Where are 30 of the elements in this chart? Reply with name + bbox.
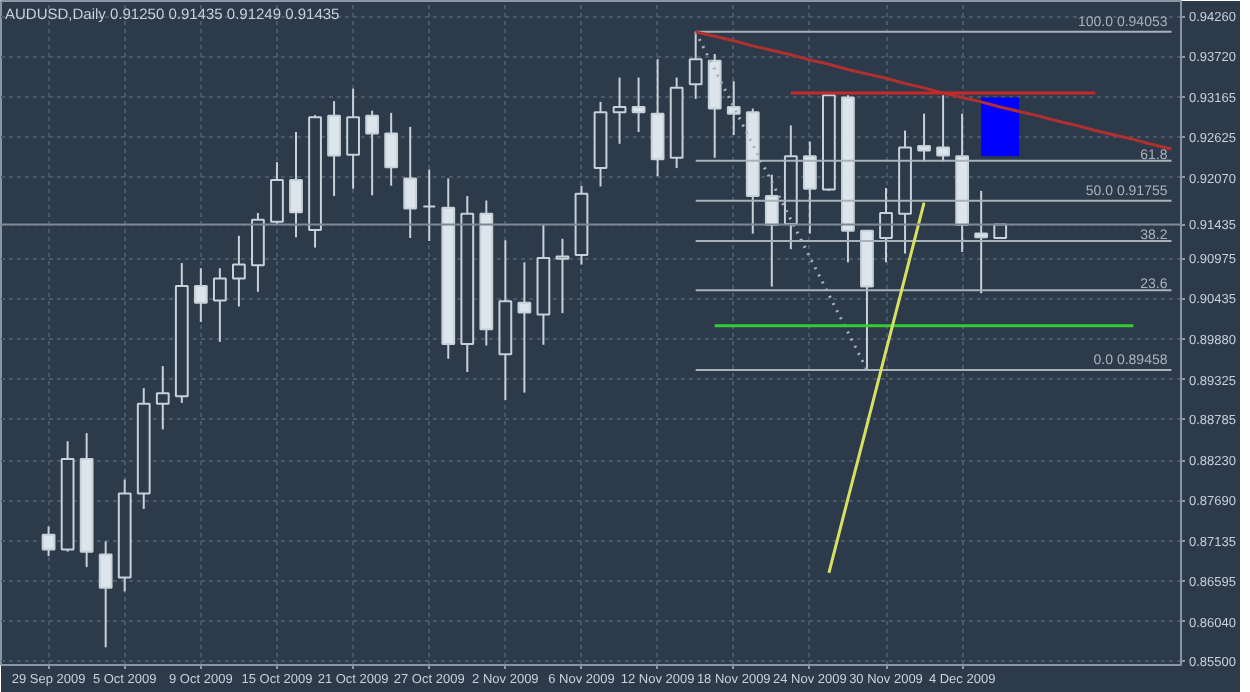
candlestick xyxy=(212,267,227,343)
line-series xyxy=(694,30,1173,151)
candlestick xyxy=(384,111,399,187)
candlestick xyxy=(155,365,170,431)
candlestick xyxy=(917,112,931,163)
candlestick xyxy=(726,80,741,136)
candlestick xyxy=(41,525,56,558)
candlestick xyxy=(517,261,532,394)
candlestick xyxy=(346,87,360,190)
candlestick xyxy=(879,186,893,264)
candlestick xyxy=(403,125,418,240)
candlestick xyxy=(327,100,341,198)
candlestick xyxy=(612,76,627,145)
candlestick xyxy=(631,76,646,134)
candlestick xyxy=(555,237,570,315)
candlestick xyxy=(232,234,246,308)
candlestick xyxy=(974,189,989,295)
candlestick xyxy=(365,109,380,197)
candlestick xyxy=(193,267,208,323)
candlestick xyxy=(688,30,703,100)
line-series xyxy=(827,201,926,575)
candlestick xyxy=(270,161,284,226)
candlestick xyxy=(936,94,950,163)
candlestick xyxy=(251,212,265,293)
candlestick xyxy=(802,140,817,235)
candlestick xyxy=(289,131,303,239)
candlestick xyxy=(422,168,437,242)
candlestick xyxy=(707,53,722,159)
candlestick xyxy=(650,58,665,178)
candlestick xyxy=(98,540,113,649)
